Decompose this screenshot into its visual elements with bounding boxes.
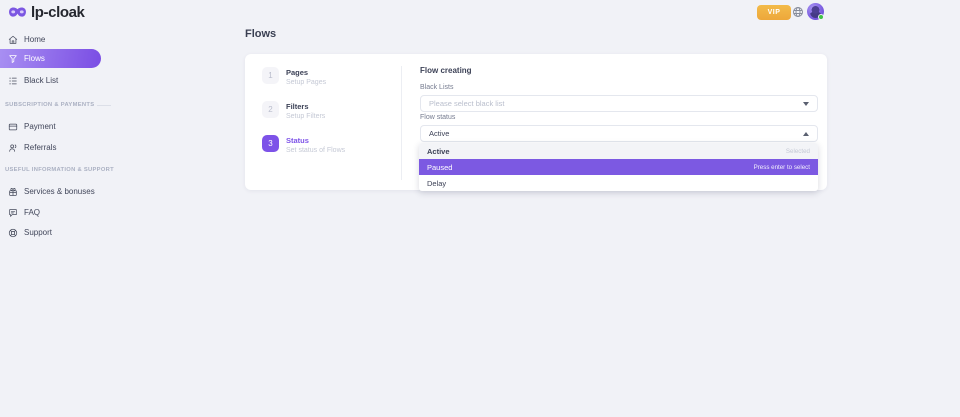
option-label: Delay xyxy=(427,178,447,188)
sidebar-section-subscription: SUBSCRIPTION & PAYMENTS xyxy=(5,102,112,108)
mask-logo-icon xyxy=(8,6,27,19)
dropdown-option-paused[interactable]: Paused Press enter to select xyxy=(419,159,818,175)
form-title: Flow creating xyxy=(420,66,472,75)
step-number: 1 xyxy=(262,67,279,84)
step-title: Filters xyxy=(286,102,309,111)
vip-button[interactable]: VIP xyxy=(757,5,791,20)
sidebar-item-label: FAQ xyxy=(24,208,41,217)
people-icon xyxy=(8,143,18,153)
page-title: Flows xyxy=(245,28,277,40)
option-hint: Press enter to select xyxy=(753,163,810,171)
sidebar: lp-cloak Home Flows Black List SUBSCRIPT… xyxy=(0,0,114,417)
sidebar-item-support[interactable]: Support xyxy=(0,223,101,242)
step-status[interactable]: 3 Status Set status of Flows xyxy=(262,135,397,154)
sidebar-item-faq[interactable]: FAQ xyxy=(0,203,101,222)
chevron-down-icon xyxy=(803,101,809,106)
step-filters[interactable]: 2 Filters Setup Filters xyxy=(262,101,397,120)
black-lists-label: Black Lists xyxy=(420,84,454,91)
flow-status-label: Flow status xyxy=(420,114,456,121)
sidebar-item-label: Flows xyxy=(24,54,45,63)
sidebar-item-label: Payment xyxy=(24,122,56,131)
sidebar-item-label: Black List xyxy=(24,76,59,85)
flows-icon xyxy=(8,54,18,64)
option-hint: Selected xyxy=(785,147,810,155)
online-status-dot xyxy=(818,14,824,20)
black-lists-placeholder: Please select black list xyxy=(429,99,505,108)
sidebar-item-black-list[interactable]: Black List xyxy=(0,71,101,90)
flow-status-dropdown: Active Selected Paused Press enter to se… xyxy=(419,143,818,191)
lifebuoy-icon xyxy=(8,228,18,238)
sidebar-item-home[interactable]: Home xyxy=(0,30,101,49)
option-label: Active xyxy=(427,146,450,156)
chevron-up-icon xyxy=(803,131,809,136)
step-subtitle: Setup Filters xyxy=(286,113,326,120)
step-subtitle: Setup Pages xyxy=(286,79,327,86)
home-icon xyxy=(8,35,18,45)
sidebar-item-label: Home xyxy=(24,35,46,44)
step-subtitle: Set status of Flows xyxy=(286,147,346,154)
flow-status-select[interactable]: Active xyxy=(420,125,818,142)
sidebar-item-label: Services & bonuses xyxy=(24,187,95,196)
sidebar-item-label: Referrals xyxy=(24,143,57,152)
chat-icon xyxy=(8,208,18,218)
option-label: Paused xyxy=(427,162,453,172)
card-icon xyxy=(8,122,18,132)
sidebar-section-support: USEFUL INFORMATION & SUPPORT xyxy=(5,167,114,173)
card-divider xyxy=(401,66,402,180)
sidebar-item-payment[interactable]: Payment xyxy=(0,117,101,136)
sidebar-item-flows[interactable]: Flows xyxy=(0,49,101,68)
logo-text: lp-cloak xyxy=(31,3,85,21)
sidebar-item-referrals[interactable]: Referrals xyxy=(0,138,101,157)
dropdown-option-delay[interactable]: Delay xyxy=(419,175,818,191)
step-pages[interactable]: 1 Pages Setup Pages xyxy=(262,67,397,86)
step-number: 3 xyxy=(262,135,279,152)
sidebar-item-label: Support xyxy=(24,228,53,237)
black-lists-select[interactable]: Please select black list xyxy=(420,95,818,112)
dropdown-option-active[interactable]: Active Selected xyxy=(419,143,818,159)
logo[interactable]: lp-cloak xyxy=(8,3,85,21)
gift-icon xyxy=(8,187,18,197)
step-number: 2 xyxy=(262,101,279,118)
step-title: Status xyxy=(286,136,309,145)
avatar-figure-icon xyxy=(810,6,821,18)
sidebar-item-services-bonuses[interactable]: Services & bonuses xyxy=(0,182,101,201)
list-icon xyxy=(8,76,18,86)
section-divider xyxy=(97,104,112,106)
flow-status-value: Active xyxy=(429,129,450,138)
globe-icon[interactable] xyxy=(792,5,804,17)
step-title: Pages xyxy=(286,68,309,77)
